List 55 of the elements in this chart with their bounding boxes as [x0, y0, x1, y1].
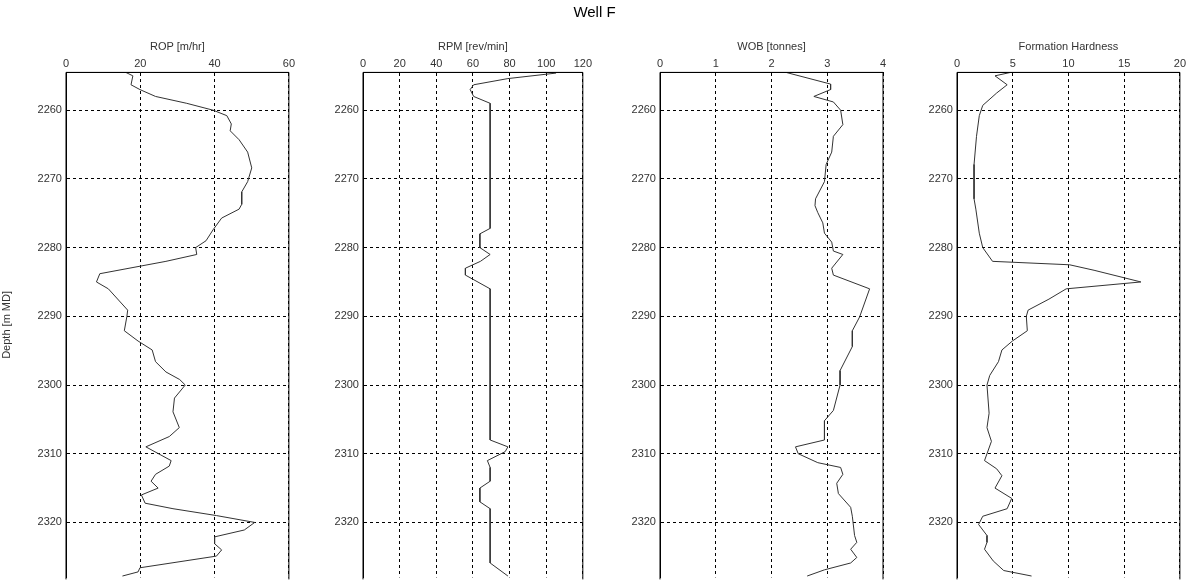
y-tick-label: 2280 [928, 240, 953, 253]
x-tick-label: 1 [712, 56, 719, 69]
x-tick-label: 5 [1009, 56, 1016, 69]
y-tick-label: 2260 [334, 103, 359, 116]
x-tick-label: 10 [1062, 56, 1075, 69]
y-tick-label: 2300 [631, 378, 656, 391]
y-tick-label: 2320 [631, 515, 656, 528]
x-tick-label: 120 [573, 56, 592, 69]
y-tick-label: 2280 [37, 240, 62, 253]
y-tick-label: 2290 [631, 309, 656, 322]
y-tick-label: 2270 [928, 171, 953, 184]
x-tick-label: 40 [208, 56, 221, 69]
y-tick-label: 2260 [631, 103, 656, 116]
y-tick-label: 2270 [334, 171, 359, 184]
y-tick-label: 2260 [37, 103, 62, 116]
y-tick-label: 2300 [334, 378, 359, 391]
y-tick-label: 2270 [37, 171, 62, 184]
x-tick-label: 0 [359, 56, 367, 69]
y-tick-label: 2260 [928, 103, 953, 116]
x-tick-label: 15 [1118, 56, 1131, 69]
x-tick-label: 40 [430, 56, 443, 69]
x-axis-title: Formation Hardness [1018, 39, 1119, 52]
x-tick-label: 0 [953, 56, 961, 69]
y-tick-label: 2310 [37, 446, 62, 459]
y-tick-label: 2300 [37, 378, 62, 391]
y-tick-label: 2280 [334, 240, 359, 253]
y-tick-label: 2290 [928, 309, 953, 322]
y-tick-label: 2280 [631, 240, 656, 253]
x-tick-label: 3 [824, 56, 831, 69]
y-tick-label: 2300 [928, 378, 953, 391]
x-tick-label: 4 [879, 56, 887, 69]
y-tick-label: 2270 [631, 171, 656, 184]
y-tick-label: 2310 [928, 446, 953, 459]
x-tick-label: 0 [62, 56, 70, 69]
y-tick-label: 2290 [334, 309, 359, 322]
x-axis-title: WOB [tonnes] [737, 39, 806, 52]
x-tick-label: 20 [1173, 56, 1187, 69]
x-tick-label: 0 [656, 56, 664, 69]
x-axis-title: RPM [rev/min] [438, 39, 508, 52]
x-tick-label: 60 [466, 56, 480, 69]
y-tick-label: 2320 [37, 515, 62, 528]
y-tick-label: 2290 [37, 309, 62, 322]
y-tick-label: 2310 [334, 446, 359, 459]
x-tick-label: 60 [282, 56, 296, 69]
x-tick-label: 100 [537, 56, 556, 69]
x-tick-label: 2 [768, 56, 775, 69]
y-tick-label: 2320 [334, 515, 359, 528]
y-axis-title: Depth [m MD] [0, 290, 12, 359]
x-tick-label: 80 [503, 56, 516, 69]
x-axis-title: ROP [m/hr] [150, 39, 205, 52]
chart-title: Well F [573, 3, 616, 20]
x-tick-label: 20 [393, 56, 406, 69]
y-tick-label: 2320 [928, 515, 953, 528]
x-tick-label: 20 [134, 56, 147, 69]
y-tick-label: 2310 [631, 446, 656, 459]
